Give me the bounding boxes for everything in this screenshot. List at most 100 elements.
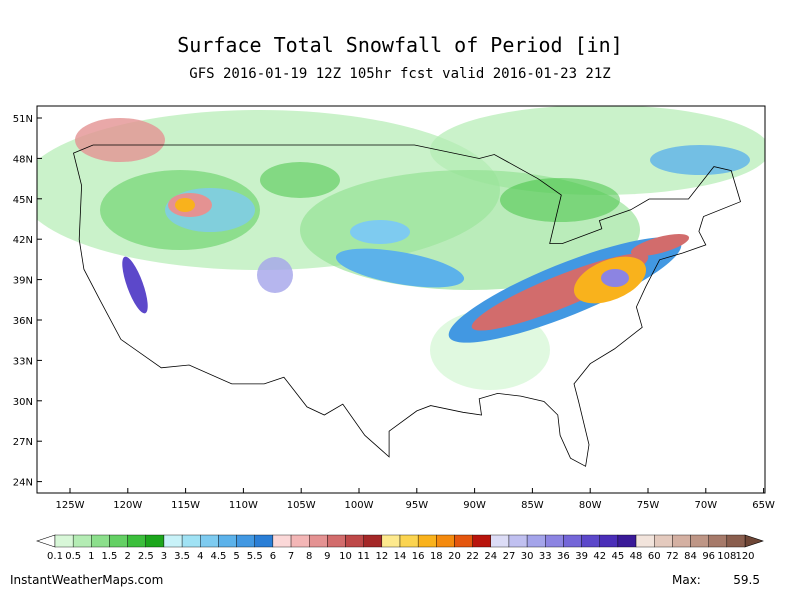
colorbar-box — [345, 534, 364, 548]
colorbar-label: 16 — [412, 551, 425, 562]
lat-label: 24N — [13, 478, 33, 489]
colorbar-label: 7 — [288, 551, 294, 562]
colorbar-box — [290, 534, 310, 548]
colorbar-label: 3.5 — [174, 551, 190, 562]
lon-label: 100W — [345, 500, 374, 511]
colorbar-box — [309, 534, 328, 548]
lon-label: 115W — [171, 500, 200, 511]
lat-label: 27N — [13, 437, 33, 448]
colorbar-box — [635, 534, 655, 548]
colorbar-label: 48 — [630, 551, 643, 562]
colorbar-box — [272, 534, 292, 548]
colorbar-box — [327, 534, 346, 548]
colorbar-label: 9 — [324, 551, 330, 562]
colorbar-label: 2 — [124, 551, 130, 562]
colorbar-box — [417, 534, 437, 548]
colorbar-over — [744, 534, 764, 548]
axis-labels: 51N 48N 45N 42N 39N 36N 33N 30N 27N 24N 125W 120W 11… — [13, 114, 775, 511]
site-credit: InstantWeatherMaps.com — [10, 573, 163, 587]
max-label: Max: — [672, 573, 701, 587]
colorbar-label: 108 — [717, 551, 736, 562]
colorbar-box — [109, 534, 128, 548]
colorbar-box — [218, 534, 237, 548]
colorbar-box — [436, 534, 455, 548]
colorbar-label: 60 — [648, 551, 661, 562]
colorbar-label: 8 — [306, 551, 312, 562]
lat-label: 33N — [13, 356, 33, 367]
colorbar-label: 14 — [394, 551, 407, 562]
colorbar-label: 11 — [357, 551, 370, 562]
colorbar-box — [545, 534, 564, 548]
colorbar-box — [617, 534, 637, 548]
colorbar-box — [181, 534, 201, 548]
colorbar-box — [91, 534, 110, 548]
colorbar-label: 39 — [575, 551, 588, 562]
colorbar-box — [454, 534, 473, 548]
colorbar-label: 84 — [684, 551, 697, 562]
lat-label: 45N — [13, 195, 33, 206]
colorbar-box — [672, 534, 691, 548]
colorbar-box — [581, 534, 600, 548]
colorbar-label: 27 — [503, 551, 516, 562]
colorbar-box — [654, 534, 673, 548]
colorbar-label: 10 — [339, 551, 352, 562]
colorbar-label: 5.5 — [247, 551, 263, 562]
colorbar-label: 0.5 — [65, 551, 81, 562]
colorbar-box — [599, 534, 619, 548]
colorbar-label: 18 — [430, 551, 443, 562]
lon-label: 80W — [579, 500, 602, 511]
colorbar-label: 12 — [375, 551, 388, 562]
colorbar-box — [363, 534, 383, 548]
colorbar-box — [72, 534, 92, 548]
colorbar-label: 42 — [593, 551, 606, 562]
lon-label: 120W — [113, 500, 142, 511]
colorbar-box — [381, 534, 401, 548]
colorbar-box — [254, 534, 274, 548]
colorbar-label: 45 — [612, 551, 625, 562]
lon-label: 65W — [752, 500, 775, 511]
lat-label: 30N — [13, 397, 33, 408]
map-frame — [36, 105, 766, 494]
lat-label: 51N — [13, 114, 33, 125]
colorbar-box — [726, 534, 746, 548]
colorbar-box — [399, 534, 419, 548]
lon-label: 125W — [56, 500, 85, 511]
colorbar-label: 3 — [161, 551, 167, 562]
lat-label: 42N — [13, 235, 33, 246]
colorbar-box — [236, 534, 255, 548]
colorbar-box — [563, 534, 582, 548]
lon-label: 90W — [463, 500, 486, 511]
colorbar: 0.1 0.5 1 1.5 2 2.5 3 3.5 4 4.5 5 5.5 6 7 8 9 10 11 12 14 16… — [36, 534, 764, 562]
title: Surface Total Snowfall of Period [in] — [177, 33, 623, 57]
country-outline — [73, 144, 741, 467]
lon-label: 105W — [287, 500, 316, 511]
colorbar-box — [200, 534, 219, 548]
colorbar-label: 1.5 — [102, 551, 118, 562]
colorbar-label: 4 — [197, 551, 203, 562]
colorbar-box — [163, 534, 183, 548]
colorbar-box — [690, 534, 709, 548]
colorbar-label: 96 — [702, 551, 715, 562]
lon-label: 70W — [694, 500, 717, 511]
colorbar-label: 72 — [666, 551, 679, 562]
lat-label: 39N — [13, 276, 33, 287]
colorbar-label: 20 — [448, 551, 461, 562]
colorbar-label: 1 — [88, 551, 94, 562]
lon-label: 75W — [637, 500, 660, 511]
colorbar-label: 36 — [557, 551, 570, 562]
colorbar-box — [490, 534, 510, 548]
colorbar-label: 24 — [484, 551, 497, 562]
lat-label: 36N — [13, 316, 33, 327]
lon-label: 85W — [521, 500, 544, 511]
colorbar-label: 5 — [233, 551, 239, 562]
snow-field — [37, 106, 765, 390]
colorbar-label: 30 — [521, 551, 534, 562]
colorbar-box — [54, 534, 74, 548]
colorbar-box — [708, 534, 728, 548]
colorbar-label: 6 — [270, 551, 276, 562]
colorbar-box — [145, 534, 165, 548]
colorbar-label: 120 — [735, 551, 754, 562]
lon-label: 95W — [405, 500, 428, 511]
colorbar-box — [526, 534, 546, 548]
